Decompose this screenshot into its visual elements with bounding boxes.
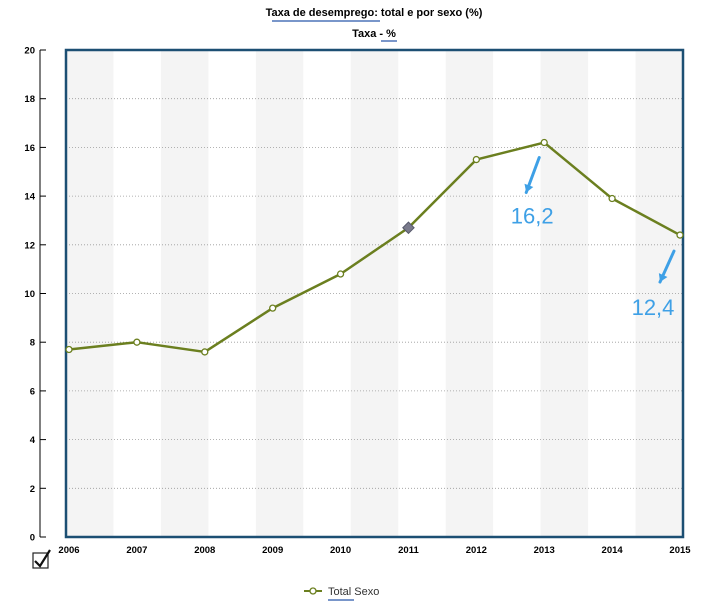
y-tick-label: 16 bbox=[24, 143, 35, 154]
chart-subtitle: Taxa - % bbox=[352, 28, 396, 40]
data-point bbox=[472, 155, 480, 164]
data-point bbox=[133, 338, 141, 346]
x-tick-label: 2014 bbox=[602, 545, 624, 556]
x-tick-label: 2008 bbox=[194, 545, 215, 556]
data-point bbox=[269, 304, 277, 312]
annotation-label: 12,4 bbox=[632, 295, 675, 320]
data-point bbox=[540, 138, 548, 147]
plot-band bbox=[66, 50, 114, 537]
x-tick-label: 2012 bbox=[466, 545, 487, 556]
y-tick-label: 14 bbox=[24, 192, 35, 203]
x-tick-label: 2010 bbox=[330, 545, 351, 556]
y-tick-label: 4 bbox=[30, 435, 36, 446]
x-tick-label: 2009 bbox=[262, 545, 283, 556]
annotation-arrowhead bbox=[524, 183, 534, 193]
y-tick-label: 18 bbox=[24, 94, 35, 105]
y-tick-label: 6 bbox=[30, 386, 35, 397]
x-tick-label: 2011 bbox=[398, 545, 419, 556]
data-point bbox=[65, 345, 73, 354]
chart-title: Taxa de desemprego: total e por sexo (%) bbox=[266, 7, 483, 19]
plot-frame bbox=[64, 48, 685, 539]
y-tick-label: 10 bbox=[24, 289, 35, 300]
checkbox[interactable] bbox=[32, 549, 51, 569]
checkmark-icon bbox=[34, 549, 51, 568]
y-tick-label: 0 bbox=[30, 533, 35, 544]
legend[interactable]: Total Sexo bbox=[304, 586, 379, 601]
legend-marker bbox=[309, 587, 317, 595]
y-tick-label: 2 bbox=[30, 484, 35, 495]
y-tick-label: 20 bbox=[24, 46, 35, 57]
x-tick-label: 2013 bbox=[534, 545, 555, 556]
data-point bbox=[608, 194, 616, 203]
data-point-highlighted bbox=[402, 221, 415, 235]
y-tick-label: 8 bbox=[30, 338, 35, 349]
x-tick-label: 2015 bbox=[669, 545, 691, 556]
annotation-arrowhead bbox=[658, 273, 668, 283]
data-point bbox=[201, 348, 209, 356]
x-tick-label: 2007 bbox=[126, 545, 147, 556]
data-point bbox=[336, 270, 345, 278]
x-tick-label: 2006 bbox=[58, 545, 79, 556]
annotation-label: 16,2 bbox=[511, 204, 554, 229]
data-point bbox=[676, 231, 684, 239]
series-line bbox=[68, 141, 681, 354]
legend-label: Total Sexo bbox=[328, 586, 379, 598]
y-tick-label: 12 bbox=[24, 240, 35, 251]
